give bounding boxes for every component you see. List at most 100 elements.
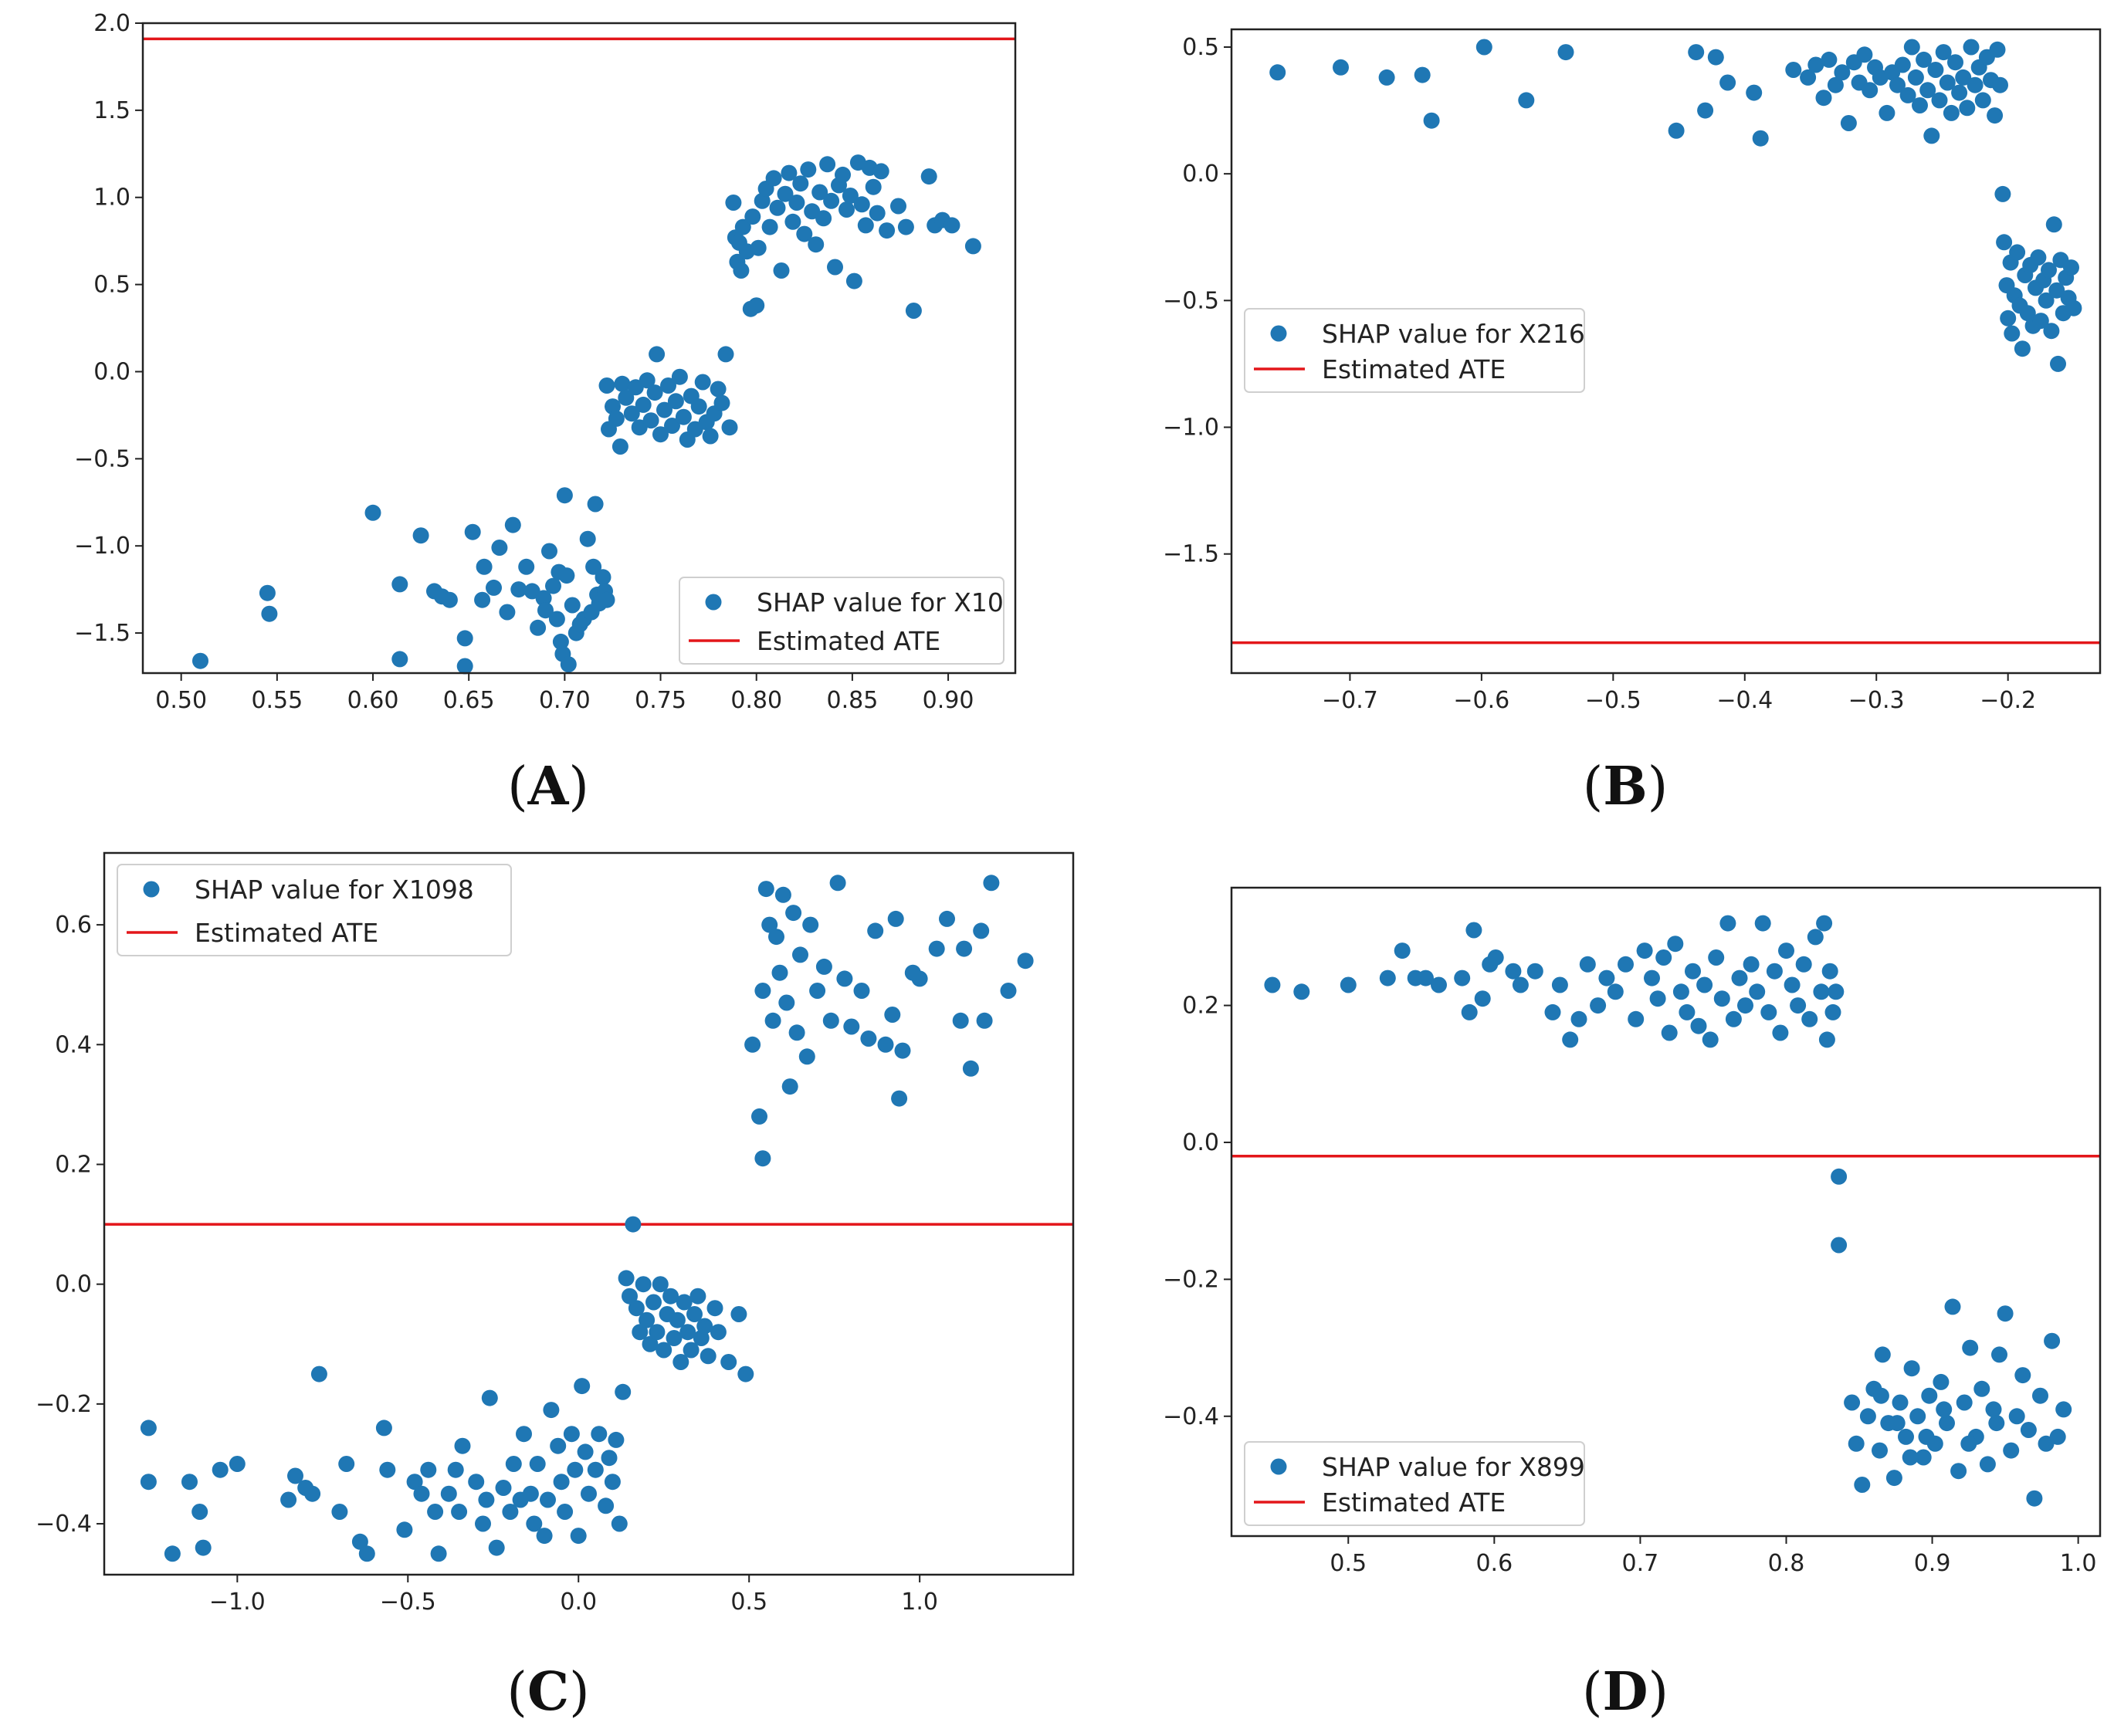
panel-d-x-tick-label: 0.7: [1622, 1550, 1659, 1577]
panel-c-point: [505, 1456, 522, 1472]
panel-c-point: [696, 1318, 713, 1335]
panel-d-point: [1636, 942, 1653, 959]
panel-d-point: [1731, 970, 1748, 986]
panel-b-point: [1963, 39, 1980, 56]
panel-b-x-tick-label: −0.3: [1848, 687, 1905, 714]
panel-d-y-tick-label: −0.4: [1163, 1403, 1219, 1430]
panel-c-chart: −1.0 −0.5 0.0 0.5 1.0 −0.4 −0.2 0.0 0.2 0.4 0.6 SHA…: [36, 851, 1075, 1616]
panel-c-point: [550, 1437, 567, 1454]
panel-a-point: [545, 577, 561, 594]
panel-a-point: [905, 303, 922, 319]
panel-d-point: [1474, 990, 1491, 1007]
panel-c-point: [310, 1365, 327, 1382]
panel-c-point: [526, 1515, 543, 1532]
panel-d-point: [1570, 1010, 1587, 1027]
panel-a-point: [744, 208, 761, 225]
panel-a-point: [717, 346, 734, 363]
panel-c-point: [649, 1324, 666, 1341]
panel-d-point: [1831, 1168, 1848, 1185]
panel-a-point: [537, 602, 554, 619]
panel-a-point: [713, 394, 730, 411]
panel-c-point: [447, 1461, 464, 1478]
panel-a-point: [675, 408, 692, 425]
panel-c-legend-marker: [143, 881, 160, 898]
panel-a-point: [694, 374, 711, 391]
panel-a-point: [800, 161, 817, 178]
panel-a-point: [579, 530, 596, 547]
panel-a-point: [598, 377, 615, 394]
panel-c-point: [656, 1342, 672, 1359]
panel-b-point: [2050, 355, 2066, 372]
panel-a-point: [754, 192, 771, 209]
panel-a-point: [259, 584, 276, 601]
panel-c-point: [454, 1437, 471, 1454]
panel-c-point: [543, 1402, 560, 1419]
panel-a-point: [765, 170, 782, 187]
panel-c-point: [587, 1461, 604, 1478]
panel-a-y-tick-label: −1.0: [74, 533, 130, 560]
panel-a-point: [835, 166, 851, 183]
panel-d-point: [1754, 915, 1771, 932]
panel-c-point: [761, 916, 778, 933]
panel-a-x-tick-label: 0.90: [923, 687, 974, 714]
panel-a-legend: SHAP value for X10 Estimated ATE: [679, 577, 1004, 665]
panel-c-point: [689, 1288, 706, 1305]
panel-c-point: [140, 1420, 157, 1437]
panel-d-point: [1544, 1003, 1561, 1020]
panel-c-point: [809, 983, 826, 999]
panel-d-point: [1921, 1387, 1938, 1404]
panel-c-point: [536, 1528, 553, 1545]
panel-c-point: [706, 1300, 723, 1317]
panel-d-point: [2049, 1428, 2066, 1445]
panel-c-x-tick-label: 0.5: [730, 1589, 767, 1616]
panel-a-point: [788, 195, 805, 211]
panel-b-point: [1815, 90, 1832, 107]
panel-d-chart: 0.5 0.6 0.7 0.8 0.9 1.0 −0.4 −0.2 0.0 0.2 SHAP val…: [1163, 886, 2102, 1577]
panel-c-point: [781, 1078, 798, 1095]
panel-d-point: [2026, 1490, 2043, 1507]
panel-c-y-tick-label: 0.6: [55, 912, 92, 939]
panel-b-point: [1414, 66, 1431, 83]
panel-d-point: [1872, 1442, 1888, 1459]
panel-c-point: [751, 1108, 767, 1125]
panel-c-point: [591, 1426, 608, 1443]
panel-a-point: [364, 504, 381, 521]
panel-a-point: [464, 523, 481, 540]
panel-d-point: [1505, 963, 1522, 980]
panel-d-point: [1821, 963, 1838, 980]
panel-a-point: [964, 238, 981, 255]
panel-a-point: [781, 164, 798, 181]
panel-b-point: [1333, 59, 1349, 76]
panel-b-point: [2032, 313, 2049, 330]
panel-b-point: [1378, 69, 1395, 86]
panel-c-point: [952, 1012, 969, 1029]
panel-c-point: [563, 1426, 580, 1443]
panel-d-point: [1915, 1449, 1932, 1466]
panel-b-point: [1834, 64, 1851, 81]
panel-d-point: [1649, 990, 1666, 1007]
panel-d-point: [1487, 949, 1504, 966]
panel-c-point: [785, 905, 802, 922]
panel-a-point: [441, 591, 458, 608]
panel-a-point: [618, 389, 635, 406]
panel-d-point: [2044, 1332, 2061, 1349]
panel-a-point: [890, 198, 906, 215]
panel-c-point: [669, 1311, 686, 1328]
panel-b-point: [1475, 39, 1492, 56]
panel-d-point: [2008, 1408, 2025, 1425]
panel-d-point: [1667, 936, 1684, 953]
panel-d-y-tick-label: −0.2: [1163, 1266, 1219, 1293]
panel-c-point: [836, 970, 853, 987]
panel-c-y-tick-label: 0.4: [55, 1031, 92, 1058]
panel-c-point: [212, 1461, 229, 1478]
panel-a-point: [192, 652, 208, 669]
panel-a-point: [815, 210, 832, 227]
panel-b-point: [1927, 62, 1944, 78]
panel-c-y-tick-label: 0.0: [55, 1271, 92, 1298]
panel-b-plot-frame: [1230, 28, 2102, 675]
panel-a-point: [792, 175, 809, 192]
panel-a-point: [897, 218, 914, 235]
panel-d-point: [1828, 983, 1845, 1000]
panel-d-point: [1562, 1031, 1579, 1048]
panel-a-point: [702, 428, 719, 445]
